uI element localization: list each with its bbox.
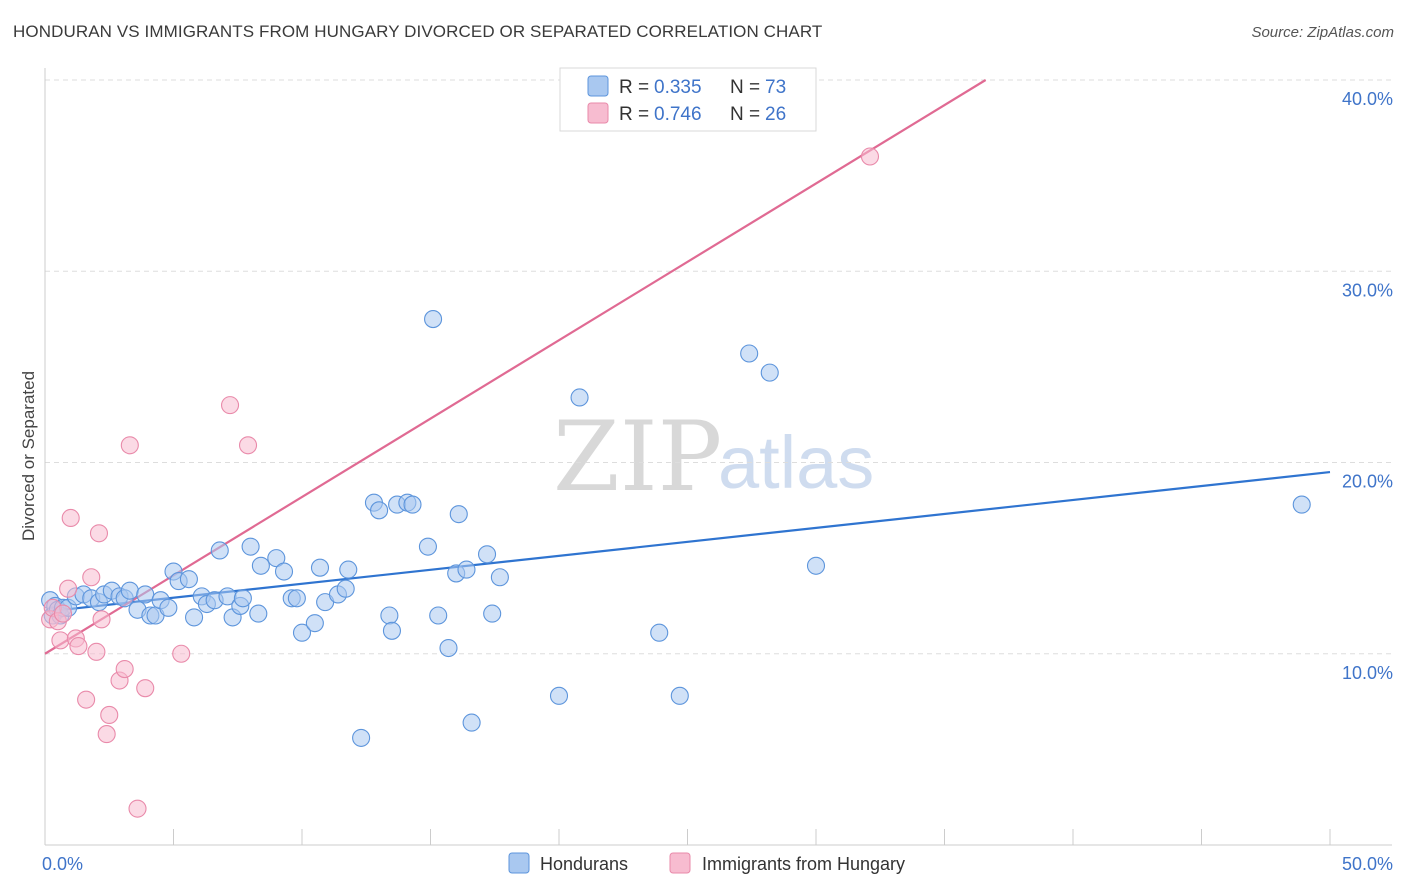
honduran-point — [287, 589, 306, 608]
honduran-point — [336, 579, 355, 598]
hungary-point — [238, 436, 258, 455]
x-tick-label-max: 50.0% — [1342, 854, 1393, 874]
hungary-point — [115, 659, 134, 679]
hungary-point — [82, 568, 101, 587]
tick-labels: 10.0% 20.0% 30.0% 40.0% 0.0% 50.0% — [42, 89, 1393, 874]
watermark-zip: ZIP — [553, 401, 722, 513]
honduran-point — [267, 549, 286, 568]
source-credit: Source: ZipAtlas.com — [1251, 24, 1394, 41]
honduran-point — [382, 621, 402, 640]
honduran-point — [241, 537, 260, 556]
honduran-point — [570, 388, 589, 407]
honduran-point — [429, 606, 448, 625]
legend-r-value-1: 0.335 — [654, 77, 702, 98]
honduran-point — [549, 686, 569, 705]
honduran-point — [292, 623, 312, 642]
y-axis-label: Divorced or Separated — [19, 371, 38, 541]
hungary-point — [61, 508, 80, 528]
honduran-point — [740, 344, 759, 363]
honduran-point — [457, 560, 476, 579]
honduran-point — [490, 568, 509, 587]
hungary-point — [69, 637, 88, 656]
honduran-point — [249, 604, 268, 623]
honduran-point — [339, 560, 358, 579]
honduran-point — [483, 604, 502, 623]
hungary-point — [128, 799, 147, 818]
honduran-point — [462, 713, 481, 732]
data-points — [41, 147, 1311, 818]
y-tick-label: 30.0% — [1342, 280, 1393, 300]
hungary-point — [51, 631, 70, 650]
legend-n-value-2: 26 — [765, 104, 786, 125]
honduran-point — [670, 686, 689, 705]
honduran-point — [210, 541, 229, 560]
series-legend: Hondurans Immigrants from Hungary — [508, 852, 905, 874]
hungary-point — [860, 147, 880, 166]
hungary-trend-line — [44, 79, 987, 655]
honduran-point — [403, 495, 422, 514]
honduran-point — [380, 606, 399, 625]
honduran-point — [159, 598, 178, 617]
honduran-point — [650, 623, 669, 642]
honduran-point — [136, 585, 155, 604]
y-tick-label: 40.0% — [1342, 89, 1393, 109]
honduran-point — [439, 638, 458, 658]
legend-swatch-hondurans — [587, 75, 609, 97]
hungary-point — [97, 725, 116, 744]
hungary-point — [172, 644, 191, 663]
bottom-legend-swatch-hungary — [669, 852, 691, 874]
honduran-point — [185, 608, 204, 627]
bottom-legend-hungary: Immigrants from Hungary — [702, 854, 905, 874]
hungary-point — [89, 524, 109, 543]
trend-lines — [44, 79, 1331, 655]
legend-r-label-1: R = — [619, 77, 649, 98]
legend-swatch-hungary — [587, 102, 609, 124]
y-tick-label: 10.0% — [1342, 663, 1393, 683]
honduran-point — [179, 570, 198, 589]
honduran-point — [477, 545, 497, 564]
hungary-point — [100, 705, 119, 725]
axes — [44, 68, 1392, 846]
honduran-trend-line — [44, 470, 1331, 613]
hungary-point — [220, 396, 240, 415]
legend-r-value-2: 0.746 — [654, 104, 702, 125]
legend-n-value-1: 73 — [765, 77, 786, 98]
honduran-point — [424, 310, 443, 329]
x-tick-label-min: 0.0% — [42, 854, 83, 874]
chart-title: HONDURAN VS IMMIGRANTS FROM HUNGARY DIVO… — [13, 22, 823, 41]
honduran-point — [806, 556, 826, 575]
hungary-point — [53, 604, 73, 623]
bottom-legend-swatch-hondurans — [508, 852, 530, 874]
honduran-point — [449, 505, 468, 524]
hungary-point — [77, 690, 96, 709]
honduran-point — [274, 562, 294, 581]
y-tick-label: 20.0% — [1342, 472, 1393, 492]
honduran-point — [760, 363, 779, 382]
correlation-legend: R = 0.335 N = 73 R = 0.746 N = 26 — [559, 67, 817, 132]
gridlines — [45, 79, 1392, 655]
bottom-legend-hondurans: Hondurans — [540, 854, 628, 874]
honduran-point — [310, 558, 330, 577]
honduran-point — [418, 537, 437, 556]
legend-n-label-2: N = — [730, 104, 760, 125]
hungary-point — [87, 642, 106, 661]
honduran-point — [1292, 495, 1311, 514]
hungary-point — [136, 679, 155, 698]
legend-r-label-2: R = — [619, 104, 649, 125]
hungary-point — [59, 579, 78, 598]
honduran-point — [352, 728, 371, 747]
legend-n-label-1: N = — [730, 77, 760, 98]
honduran-point — [305, 614, 324, 633]
hungary-point — [120, 436, 139, 455]
honduran-point — [233, 589, 252, 608]
hungary-point — [92, 610, 111, 629]
honduran-point — [120, 581, 139, 600]
honduran-point — [251, 556, 270, 575]
honduran-point — [370, 501, 389, 520]
